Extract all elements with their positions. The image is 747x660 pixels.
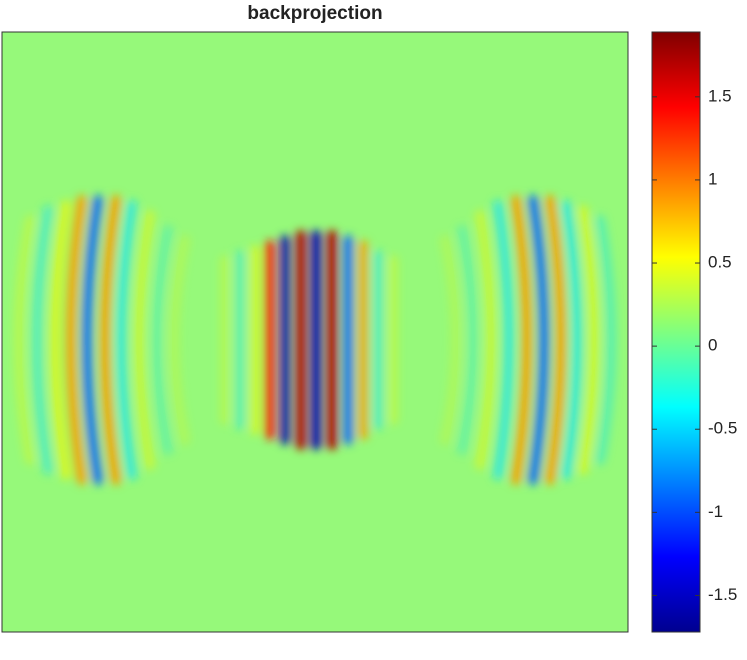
chart-title: backprojection: [247, 3, 382, 24]
field-stripe: [14, 215, 35, 465]
colorbar-tick-label: 0.5: [708, 253, 732, 272]
image-field: [14, 195, 616, 485]
plot-frame: [1, 31, 629, 633]
colorbar-tick-label: 1.5: [708, 86, 732, 105]
colorbar: [651, 31, 701, 633]
field-stripe: [578, 205, 599, 475]
colorbar-tick-label: 1: [708, 169, 717, 188]
field-stripe: [528, 195, 549, 485]
field-stripe: [152, 225, 173, 455]
field-stripe: [50, 200, 71, 480]
field-stripe: [66, 195, 87, 485]
colorbar-tick-label: 0: [708, 336, 717, 355]
colorbar-tick-label: -0.5: [708, 419, 737, 438]
field-stripe: [561, 200, 582, 480]
field-stripe: [511, 195, 532, 485]
field-stripe: [32, 205, 53, 475]
field-stripe: [493, 200, 514, 480]
colorbar-tick-label: -1.5: [708, 585, 737, 604]
field-stripe: [440, 235, 461, 445]
field-stripe: [134, 210, 155, 470]
field-stripe: [116, 200, 137, 480]
field-stripe: [169, 235, 190, 445]
field-stripe: [545, 195, 566, 485]
field-stripe: [475, 210, 496, 470]
field-stripe: [82, 195, 103, 485]
colorbar-tick-label: -1: [708, 502, 723, 521]
field-stripe: [457, 225, 478, 455]
field-stripe: [595, 215, 616, 465]
field-stripe: [100, 195, 121, 485]
